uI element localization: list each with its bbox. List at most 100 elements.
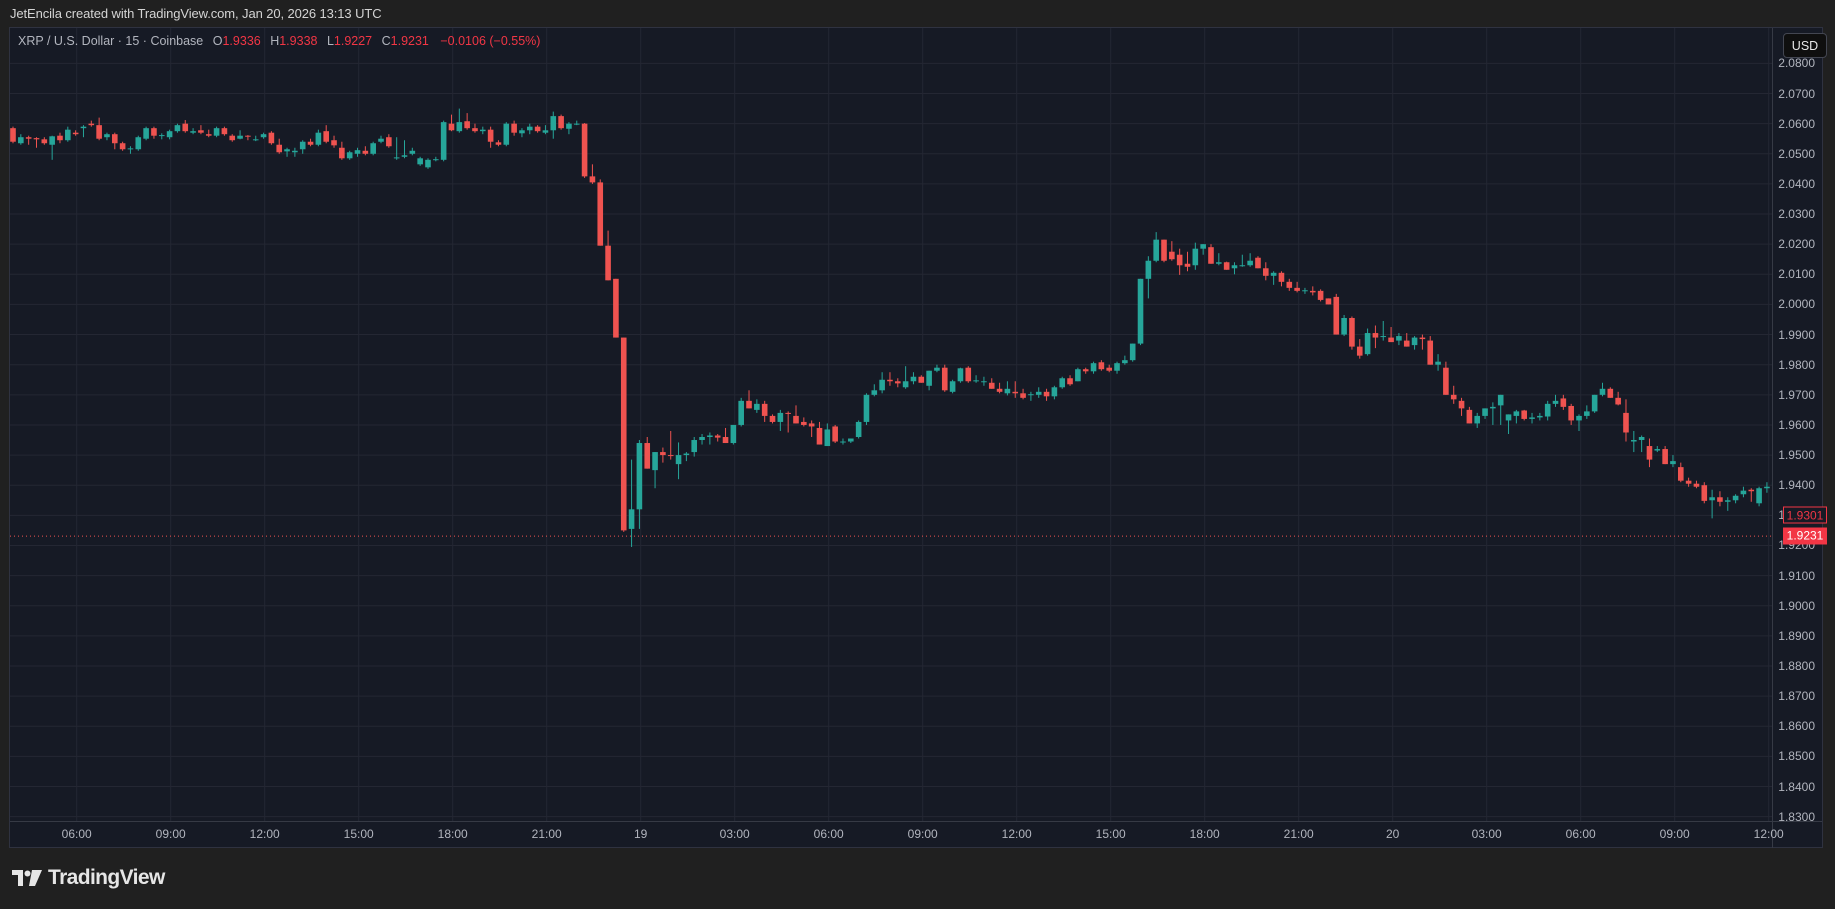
candle (1192, 242, 1199, 270)
price-tick-label: 1.9800 (1778, 357, 1815, 372)
change-value: −0.0106 (−0.55%) (440, 34, 541, 48)
candle (526, 123, 533, 135)
candle (57, 132, 63, 144)
candle (1247, 253, 1253, 267)
currency-button[interactable]: USD (1783, 33, 1827, 58)
time-tick-label: 06:00 (1565, 827, 1596, 841)
candle (1286, 278, 1293, 291)
candle (409, 147, 416, 156)
low-value: 1.9227 (333, 34, 373, 48)
candle (894, 378, 901, 388)
candle (292, 147, 298, 157)
candle (667, 430, 674, 460)
candle (41, 137, 48, 145)
candle (605, 230, 611, 281)
price-tick-label: 1.9600 (1778, 417, 1815, 432)
time-tick-label: 15:00 (1095, 827, 1126, 841)
tradingview-logo[interactable]: TradingView (12, 866, 165, 890)
candle (519, 128, 525, 138)
candlestick-chart[interactable] (10, 28, 1772, 821)
candle (1615, 391, 1621, 406)
candle (1521, 409, 1527, 421)
candle (18, 134, 24, 145)
candle (761, 400, 768, 422)
candle (127, 146, 134, 154)
candle (1638, 435, 1645, 453)
high-label: H (270, 34, 280, 48)
candle (981, 376, 987, 386)
candle (111, 132, 118, 150)
price-tick-label: 2.0800 (1778, 56, 1815, 71)
candle (1153, 232, 1159, 263)
candle (1576, 414, 1582, 431)
open-value: 1.9336 (222, 34, 261, 48)
candle (472, 123, 478, 133)
close-label: C (381, 34, 391, 48)
price-tick-label: 1.8700 (1778, 689, 1815, 704)
candle (1239, 254, 1246, 267)
candle (119, 141, 126, 151)
candle (49, 135, 55, 160)
candle (65, 126, 71, 142)
candle (1677, 462, 1684, 483)
candle (644, 437, 651, 469)
candle (464, 113, 470, 130)
time-tick-label: 19 (634, 827, 648, 841)
close-value: 1.9231 (390, 34, 429, 48)
price-axis[interactable]: 2.0800 2.0700 2.0600 2.0500 2.0400 2.0300 2.02… (1772, 28, 1823, 824)
candle (934, 364, 940, 373)
candle (1732, 494, 1739, 504)
candle (722, 427, 729, 444)
candle (628, 459, 635, 547)
candle (1537, 412, 1543, 421)
candle (1388, 327, 1394, 343)
candle (433, 156, 439, 162)
candle (801, 417, 807, 427)
brand-name: TradingView (48, 866, 165, 889)
candle (1129, 343, 1136, 362)
candle (1670, 455, 1676, 468)
candle (1685, 477, 1692, 487)
tradingview-logo-icon (12, 870, 42, 886)
candle (589, 164, 596, 184)
candle (1740, 486, 1747, 498)
chart-plot-area[interactable]: XRP / U.S. Dollar · 15 · Coinbase O1.933… (10, 28, 1772, 821)
candle (307, 138, 314, 147)
candle (511, 120, 517, 136)
candle (1270, 271, 1277, 285)
candle (926, 370, 932, 391)
time-axis[interactable]: 06:00 09:00 12:00 15:00 18:00 21:00 19 03:00 06:… (10, 821, 1822, 848)
price-tick-label: 1.9100 (1778, 568, 1815, 583)
candle (237, 130, 243, 140)
candle (1631, 430, 1637, 453)
candle (245, 135, 251, 141)
candle (1403, 333, 1410, 347)
time-tick-label: 18:00 (1189, 827, 1220, 841)
candle (1396, 333, 1402, 346)
candle (1294, 281, 1300, 293)
candle (683, 452, 690, 462)
candle (1693, 480, 1700, 489)
candle (738, 397, 744, 427)
time-tick-label: 18:00 (437, 827, 468, 841)
candle (1662, 446, 1668, 465)
candle (1364, 328, 1371, 356)
candle (1317, 289, 1324, 302)
candle (1607, 387, 1614, 398)
candle (566, 122, 572, 135)
candle (378, 135, 384, 144)
candle (910, 372, 917, 385)
candle (1701, 482, 1708, 504)
candle (33, 137, 40, 148)
candle (354, 147, 361, 157)
candle (393, 137, 400, 160)
price-tick-label: 1.8400 (1778, 779, 1815, 794)
time-tick-label: 09:00 (155, 827, 186, 841)
candle (1231, 262, 1238, 275)
candle (213, 126, 220, 138)
candle (887, 372, 893, 386)
candle (636, 440, 643, 529)
chart-credit: JetEncila created with TradingView.com, … (10, 6, 382, 21)
candle (1278, 271, 1285, 287)
symbol-title[interactable]: XRP / U.S. Dollar · 15 · Coinbase (18, 34, 204, 48)
